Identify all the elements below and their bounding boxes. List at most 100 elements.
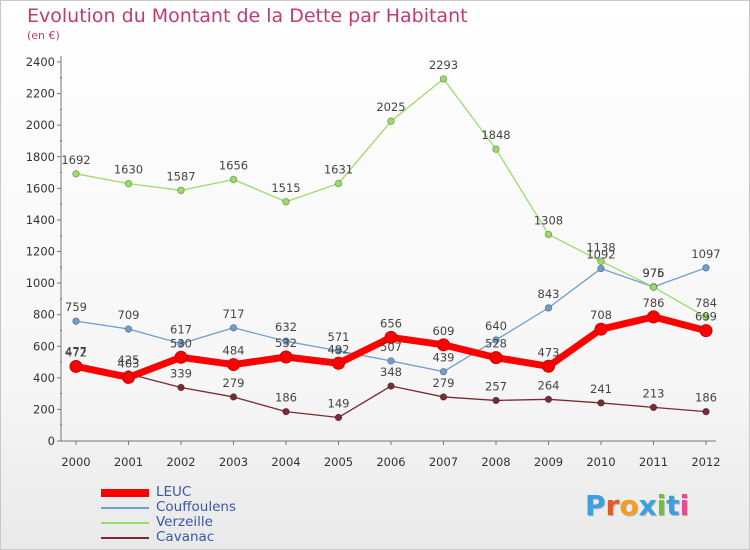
- data-point: [597, 264, 605, 273]
- series-cavanac: [72, 361, 710, 422]
- data-label: 699: [695, 310, 717, 324]
- y-tick-label: 800: [33, 308, 55, 322]
- data-label: 532: [275, 336, 297, 350]
- data-label: 530: [170, 336, 192, 350]
- x-tick-label: 2001: [114, 455, 143, 469]
- legend-item-leuc: LEUC: [101, 484, 301, 500]
- legend-label: Cavanac: [156, 529, 215, 545]
- chart-title: Evolution du Montant de la Dette par Hab…: [27, 5, 468, 27]
- y-tick-label: 1600: [26, 181, 55, 195]
- data-label: 213: [643, 386, 665, 400]
- data-label: 1587: [166, 169, 195, 183]
- data-label: 2025: [376, 100, 405, 114]
- data-label: 640: [485, 319, 507, 333]
- data-point: [439, 367, 448, 376]
- legend-swatch: [101, 489, 149, 497]
- data-label: 632: [275, 320, 297, 334]
- data-point: [597, 257, 605, 265]
- data-point: [334, 413, 343, 422]
- logo-letter: r: [605, 489, 620, 522]
- legend-item-cavanac: Cavanac: [101, 529, 301, 545]
- y-minor-tick: [60, 108, 62, 111]
- data-label: 348: [380, 365, 402, 379]
- data-point: [72, 170, 80, 178]
- data-point: [282, 407, 290, 416]
- data-point: [439, 75, 448, 83]
- data-label: 759: [65, 300, 87, 314]
- data-label: 186: [695, 391, 717, 405]
- logo-letter: t: [666, 489, 680, 522]
- x-tick-label: 2004: [271, 455, 300, 469]
- x-tick-label: 2002: [166, 455, 195, 469]
- data-label: 439: [433, 351, 455, 365]
- data-label: 1092: [586, 248, 615, 262]
- data-label: 257: [485, 379, 507, 393]
- data-label: 279: [433, 376, 455, 390]
- y-tick-label: 1200: [26, 245, 55, 259]
- data-point: [544, 230, 553, 239]
- logo-letter: i: [656, 489, 667, 522]
- y-tick-label: 200: [33, 402, 55, 416]
- data-point: [489, 351, 503, 365]
- data-point: [702, 313, 710, 321]
- data-point: [387, 117, 395, 125]
- data-label: 786: [643, 296, 665, 310]
- x-tick-label: 2012: [691, 455, 720, 469]
- data-label: 425: [118, 353, 140, 367]
- series-verzeille: [72, 75, 710, 321]
- data-point: [649, 283, 658, 291]
- x-tick-label: 2008: [481, 455, 510, 469]
- data-label: 2293: [429, 58, 458, 72]
- data-point: [177, 383, 185, 392]
- y-minor-tick: [60, 297, 62, 300]
- proxiti-logo: Proxiti: [585, 489, 689, 522]
- y-minor-tick: [60, 234, 62, 237]
- data-label: 339: [170, 366, 192, 380]
- x-tick-label: 2011: [639, 455, 668, 469]
- y-tick-label: 2400: [26, 55, 55, 69]
- data-label: 784: [695, 296, 717, 310]
- y-minor-tick: [60, 203, 62, 206]
- data-label: 1630: [114, 163, 143, 177]
- data-point: [594, 322, 608, 336]
- data-point: [492, 336, 500, 344]
- logo-letter: o: [619, 489, 639, 522]
- y-minor-tick: [60, 171, 62, 174]
- data-point: [229, 324, 238, 332]
- x-tick-label: 2010: [586, 455, 615, 469]
- data-point: [647, 310, 660, 324]
- data-point: [174, 350, 188, 364]
- data-label: 709: [118, 308, 140, 322]
- y-tick-label: 1000: [26, 276, 55, 290]
- data-label: 1692: [61, 153, 90, 167]
- data-point: [544, 304, 553, 312]
- y-minor-tick: [60, 266, 62, 269]
- data-point: [439, 393, 448, 401]
- series-leuc: [69, 310, 713, 384]
- data-label: 1138: [586, 240, 615, 254]
- data-point: [72, 317, 80, 325]
- y-minor-tick: [60, 140, 62, 142]
- data-point: [69, 359, 83, 373]
- series-couffoulens: [72, 264, 710, 376]
- y-minor-tick: [60, 361, 62, 363]
- logo-letter: i: [679, 489, 690, 522]
- data-label: 1631: [324, 162, 353, 176]
- data-point: [384, 330, 398, 344]
- data-label: 528: [485, 337, 507, 351]
- legend-swatch: [101, 537, 149, 539]
- y-tick-label: 2000: [26, 118, 55, 132]
- data-point: [334, 347, 343, 355]
- data-point: [437, 338, 450, 352]
- data-point: [492, 396, 500, 405]
- data-point: [702, 407, 710, 416]
- axes: 0 200 400 600 800 1000 1200 1400 1600 1800 2000 220…: [26, 55, 721, 469]
- legend-item-couffoulens: Couffoulens: [101, 499, 301, 515]
- y-minor-tick: [60, 392, 62, 395]
- data-label: 975: [643, 266, 665, 280]
- x-tick-label: 2000: [61, 455, 90, 469]
- data-point: [332, 356, 345, 370]
- data-point: [334, 179, 343, 188]
- data-label: 472: [65, 345, 87, 359]
